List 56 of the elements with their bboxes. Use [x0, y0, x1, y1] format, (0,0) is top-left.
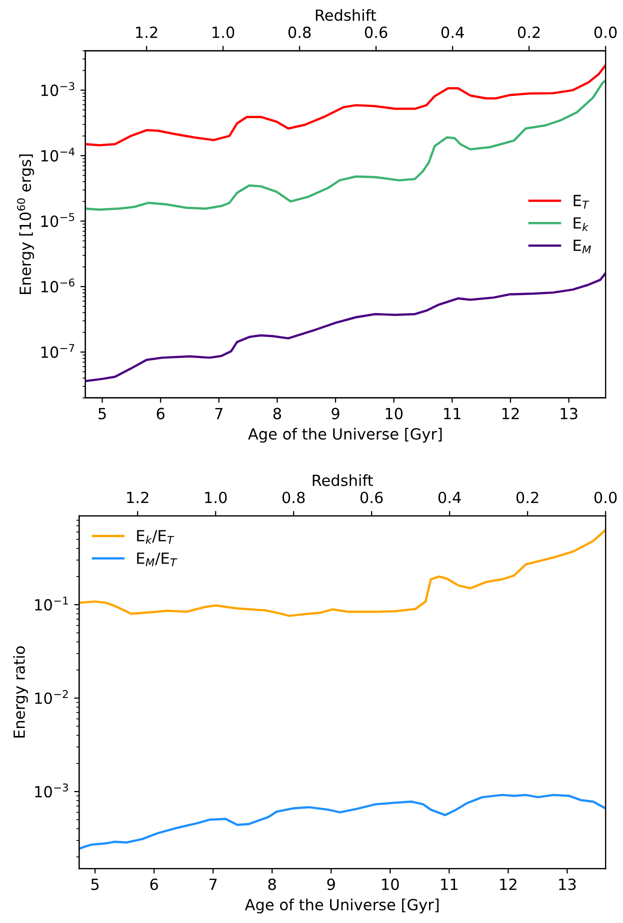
x-axis-title: Age of the Universe [Gyr] [244, 898, 439, 914]
x2-tick-label: 0.2 [518, 26, 540, 38]
y-tick-label: 10$^{−6}$ [41, 278, 74, 292]
x2-tick-label: 0.0 [594, 492, 617, 504]
x2-tick-label: 0.4 [438, 492, 461, 504]
x-tick-label: 5 [91, 878, 99, 890]
y-tick-label: 10$^{−3}$ [41, 82, 74, 96]
line-series [85, 80, 606, 211]
x2-tick-label: 1.2 [127, 492, 148, 504]
y-tick-label: 10$^{−5}$ [41, 213, 74, 228]
x-tick-label: 9 [332, 408, 340, 420]
x-tick-label: 12 [500, 878, 516, 890]
legend-label: E$_{k}$/E$_{T}$ [137, 530, 174, 544]
x-tick-label: 11 [441, 878, 458, 890]
x-tick-label: 9 [327, 878, 335, 890]
x-tick-label: 8 [273, 408, 282, 420]
y-tick-label: 10$^{−3}$ [35, 783, 68, 798]
y-tick-label: 10$^{−1}$ [35, 596, 68, 611]
x2-tick-label: 0.0 [594, 26, 617, 38]
x-tick-label: 10 [382, 878, 399, 890]
x-tick-label: 11 [444, 408, 460, 420]
x-tick-label: 12 [502, 408, 519, 420]
line-series [85, 272, 606, 382]
x2-tick-label: 1.0 [212, 26, 234, 38]
y-axis-title: Energy [10$^{60}$ ergs] [17, 154, 34, 294]
legend-label: E$_{k}$ [574, 217, 589, 231]
y-tick-label: 10$^{−7}$ [41, 344, 74, 358]
line-series [85, 64, 606, 146]
x-tick-label: 7 [215, 408, 222, 420]
x2-tick-label: 0.6 [364, 26, 388, 38]
x-tick-label: 13 [560, 408, 578, 420]
x-tick-label: 8 [268, 878, 276, 890]
x2-tick-label: 0.8 [282, 492, 305, 504]
x-tick-label: 13 [559, 878, 576, 890]
x2-tick-label: 0.2 [516, 492, 538, 504]
x-axis-title: Age of the Universe [Gyr] [248, 428, 442, 443]
x-tick-label: 6 [150, 878, 158, 890]
x2-axis-title: Redshift [316, 9, 376, 21]
x-tick-label: 6 [156, 408, 164, 420]
x2-axis-title: Redshift [312, 474, 373, 486]
y-axis-title: Energy ratio [13, 646, 28, 738]
x-tick-label: 7 [209, 878, 217, 890]
y-tick-label: 10$^{−4}$ [41, 148, 74, 162]
x2-tick-label: 0.8 [288, 26, 311, 38]
line-series [79, 794, 606, 850]
legend-label: E$_{T}$ [574, 194, 590, 209]
x-tick-label: 10 [386, 408, 403, 420]
x2-tick-label: 0.4 [441, 26, 464, 38]
legend-label: E$_{M}$/E$_{T}$ [137, 552, 178, 566]
legend-label: E$_{M}$ [574, 240, 591, 254]
x2-tick-label: 1.0 [205, 492, 227, 504]
x-tick-label: 5 [98, 408, 106, 420]
x2-tick-label: 1.2 [136, 26, 158, 38]
x2-tick-label: 0.6 [360, 492, 383, 504]
y-tick-label: 10$^{−2}$ [35, 690, 68, 704]
line-series [79, 528, 606, 617]
